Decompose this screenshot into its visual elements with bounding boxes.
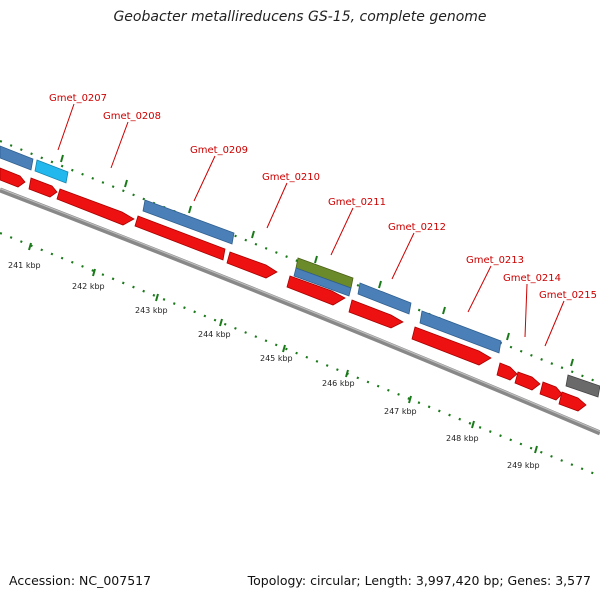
cds-arrow[interactable] [348, 299, 404, 329]
gene-blocks [0, 145, 600, 398]
major-tick [219, 318, 223, 327]
gene-block[interactable] [565, 374, 600, 398]
gene-label[interactable]: Gmet_0212 [388, 222, 446, 233]
cds-arrow[interactable] [558, 391, 587, 412]
kbp-label: 242 kbp [72, 282, 105, 291]
leader-line [544, 300, 565, 347]
major-tick [471, 420, 475, 429]
gene-block[interactable] [34, 159, 69, 184]
kbp-label: 244 kbp [198, 330, 231, 339]
genome-summary-text: Topology: circular; Length: 3,997,420 bp… [247, 573, 591, 588]
accession-text: Accession: NC_007517 [9, 573, 152, 588]
major-tick [378, 280, 382, 289]
cds-arrows [0, 167, 587, 412]
gene-block[interactable] [419, 310, 502, 354]
cds-arrow[interactable] [496, 362, 518, 381]
major-tick [408, 395, 412, 404]
kbp-label: 248 kbp [446, 434, 479, 443]
genome-backbone [0, 187, 600, 436]
leader-line [110, 121, 129, 169]
major-tick [28, 242, 32, 251]
major-tick [124, 179, 128, 188]
major-tick [314, 255, 318, 264]
cds-arrow[interactable] [514, 371, 541, 391]
major-tick [155, 293, 159, 302]
gene-labels: Gmet_0207 Gmet_0208 Gmet_0209 Gmet_0210 … [49, 93, 597, 301]
kbp-label: 247 kbp [384, 407, 417, 416]
cds-arrow[interactable] [134, 215, 226, 261]
major-tick [570, 358, 574, 367]
major-tick [442, 306, 446, 315]
kbp-label: 246 kbp [322, 379, 355, 388]
gene-label[interactable]: Gmet_0210 [262, 172, 320, 183]
cds-arrow[interactable] [56, 188, 135, 226]
cds-arrow[interactable] [0, 167, 26, 188]
gene-label[interactable]: Gmet_0208 [103, 111, 161, 122]
kbp-labels: 241 kbp 242 kbp 243 kbp 244 kbp 245 kbp … [8, 261, 540, 470]
major-tick [506, 332, 510, 341]
gene-block[interactable] [293, 267, 352, 297]
gene-block[interactable] [357, 282, 412, 315]
leader-line [524, 283, 528, 338]
gene-label[interactable]: Gmet_0213 [466, 255, 524, 266]
cds-arrow[interactable] [411, 326, 492, 366]
cds-arrow[interactable] [28, 177, 58, 198]
leader-line [330, 207, 354, 256]
leader-line [391, 232, 415, 280]
major-tick [60, 154, 64, 163]
kbp-label: 249 kbp [507, 461, 540, 470]
kbp-label: 243 kbp [135, 306, 168, 315]
major-tick [282, 344, 286, 353]
gene-label[interactable]: Gmet_0215 [539, 290, 597, 301]
major-tick [188, 205, 192, 214]
leader-line [467, 265, 492, 313]
major-tick [345, 369, 349, 378]
gene-label[interactable]: Gmet_0211 [328, 197, 386, 208]
leader-line [57, 103, 75, 151]
gene-label-leaders [57, 103, 565, 347]
genome-backbone-highlight [0, 187, 600, 433]
leader-line [266, 182, 288, 229]
gene-block[interactable] [0, 145, 34, 171]
major-tick [534, 445, 538, 454]
gene-block[interactable] [142, 199, 235, 245]
kbp-label: 245 kbp [260, 354, 293, 363]
lower-tick-row [0, 231, 600, 478]
cds-arrow[interactable] [226, 251, 278, 279]
cds-arrow[interactable] [539, 381, 563, 401]
cds-arrow[interactable] [286, 275, 346, 306]
leader-line [193, 155, 216, 202]
kbp-label: 241 kbp [8, 261, 41, 270]
gene-label[interactable]: Gmet_0207 [49, 93, 107, 104]
major-tick [92, 268, 96, 277]
genome-title: Geobacter metallireducens GS-15, complet… [113, 9, 487, 25]
major-tick [251, 230, 255, 239]
gene-label[interactable]: Gmet_0209 [190, 145, 248, 156]
gene-label[interactable]: Gmet_0214 [503, 273, 561, 284]
tick [0, 231, 600, 478]
